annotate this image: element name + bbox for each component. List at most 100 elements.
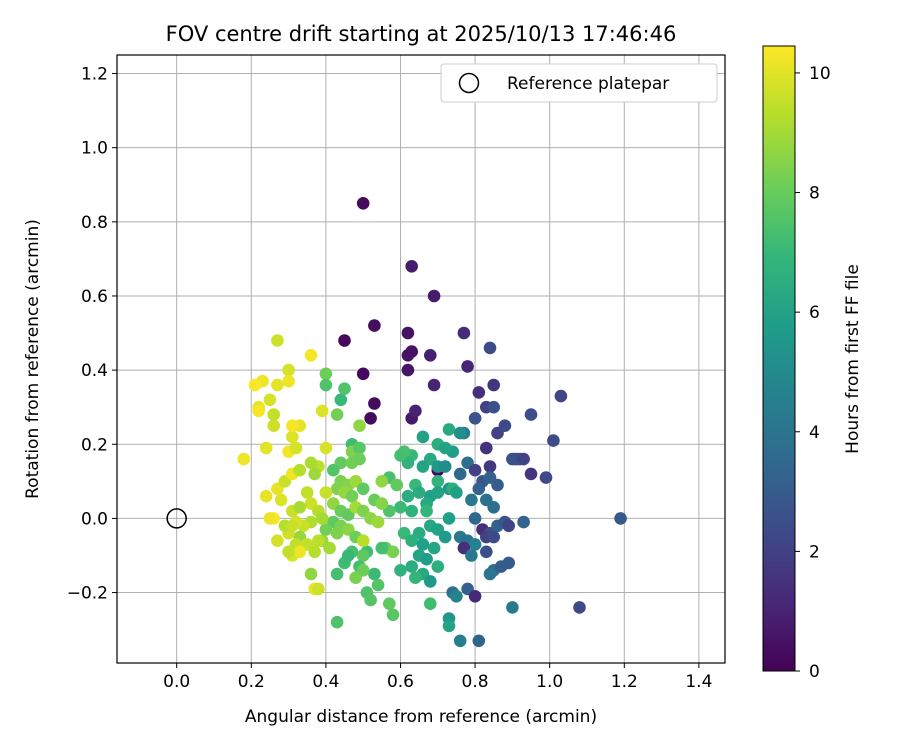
x-axis-ticks: 0.0 0.2 0.4 0.6 0.8 1.0 1.2 1.4 xyxy=(163,663,712,692)
data-point xyxy=(390,478,404,492)
y-axis-label: Rotation from reference (arcmin) xyxy=(23,219,43,499)
data-point xyxy=(483,567,497,581)
data-point xyxy=(375,497,389,510)
data-point xyxy=(259,489,273,503)
grid-lines xyxy=(117,55,725,663)
data-point xyxy=(330,408,344,421)
data-point xyxy=(356,534,370,547)
data-point xyxy=(259,441,273,455)
data-point xyxy=(383,597,396,610)
data-point xyxy=(356,549,370,562)
data-point xyxy=(483,460,497,473)
data-point xyxy=(353,441,366,455)
data-point xyxy=(524,408,538,421)
data-point xyxy=(506,601,519,614)
data-point xyxy=(319,523,333,536)
data-point xyxy=(506,452,519,466)
data-point xyxy=(405,260,419,273)
colorbar-label: Hours from first FF file xyxy=(843,264,863,454)
y-tick-label: 1.2 xyxy=(81,65,108,85)
data-point xyxy=(420,504,433,518)
data-point xyxy=(539,471,553,484)
data-point xyxy=(442,619,456,633)
data-point xyxy=(450,590,463,603)
data-point xyxy=(386,545,400,559)
data-point xyxy=(431,486,445,499)
data-point xyxy=(289,441,303,455)
colorbar-tick-label: 2 xyxy=(809,542,820,562)
data-point xyxy=(304,456,318,470)
data-point xyxy=(338,382,351,396)
y-axis-ticks: −0.2 0.0 0.2 0.4 0.6 0.8 1.0 1.2 xyxy=(67,65,117,604)
data-point xyxy=(282,363,295,377)
data-point xyxy=(524,467,538,481)
data-point xyxy=(308,545,322,559)
data-point xyxy=(282,545,295,559)
data-point xyxy=(401,489,415,503)
data-point xyxy=(487,400,501,414)
legend: Reference platepar xyxy=(440,63,718,103)
x-tick-label: 0.0 xyxy=(163,672,190,692)
data-point xyxy=(472,482,486,496)
x-tick-label: 0.8 xyxy=(462,672,489,692)
y-tick-label: −0.2 xyxy=(67,584,108,604)
x-tick-label: 1.0 xyxy=(536,672,563,692)
data-point xyxy=(517,515,530,529)
legend-open-circle-marker xyxy=(458,72,480,94)
data-point xyxy=(323,541,336,555)
data-point xyxy=(487,378,501,392)
data-point xyxy=(312,582,325,596)
data-point xyxy=(394,564,407,577)
legend-box xyxy=(440,63,718,103)
data-point xyxy=(424,349,437,362)
data-point xyxy=(319,367,333,381)
data-point xyxy=(573,601,586,614)
colorbar-tick-label: 4 xyxy=(809,423,820,443)
data-point xyxy=(319,441,333,455)
data-point xyxy=(465,549,478,562)
data-point xyxy=(480,545,493,559)
data-point xyxy=(416,430,430,444)
data-point xyxy=(554,389,568,403)
reference-marker xyxy=(166,508,187,529)
data-point xyxy=(368,319,381,332)
data-point xyxy=(293,463,307,477)
data-point xyxy=(248,378,262,392)
data-point xyxy=(364,593,377,607)
data-point xyxy=(334,393,348,407)
data-point xyxy=(315,512,329,525)
reference-point xyxy=(166,508,187,529)
data-point xyxy=(394,449,407,462)
data-point xyxy=(286,419,299,433)
data-point xyxy=(431,560,445,573)
data-point xyxy=(468,590,482,603)
data-point xyxy=(416,460,430,473)
y-tick-label: 0.0 xyxy=(81,509,108,529)
data-point xyxy=(472,634,486,648)
data-point xyxy=(286,430,299,444)
data-point xyxy=(263,512,277,525)
data-point xyxy=(431,475,445,488)
data-point xyxy=(614,512,627,525)
data-point xyxy=(405,345,419,358)
data-point xyxy=(409,571,422,584)
data-point xyxy=(371,515,385,529)
data-point xyxy=(409,404,422,418)
x-tick-label: 0.2 xyxy=(238,672,265,692)
data-point xyxy=(427,378,441,392)
colorbar-tick-label: 10 xyxy=(809,64,831,84)
data-point xyxy=(468,538,482,551)
x-tick-label: 1.2 xyxy=(611,672,638,692)
data-point xyxy=(416,538,430,551)
data-point xyxy=(547,434,560,447)
data-point xyxy=(267,408,281,421)
data-point xyxy=(502,519,515,533)
data-point xyxy=(375,475,389,488)
chart-title: FOV centre drift starting at 2025/10/13 … xyxy=(166,22,677,46)
data-point xyxy=(271,534,284,547)
data-point xyxy=(315,404,329,418)
data-point xyxy=(353,419,366,433)
data-point xyxy=(394,501,407,514)
data-point xyxy=(498,419,512,433)
